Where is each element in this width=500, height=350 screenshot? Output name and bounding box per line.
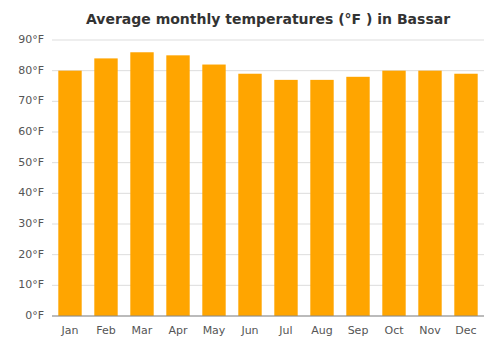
x-tick-label: Jan (61, 324, 79, 337)
y-tick-label: 40°F (18, 186, 44, 199)
chart-container: 0°F 10°F 20°F 30°F 40°F 50°F 60°F 70°F 80°F 90°F J… (0, 0, 500, 350)
bar (130, 52, 153, 316)
bars (58, 52, 477, 316)
bar (382, 71, 405, 316)
x-tick-label: Nov (419, 324, 441, 337)
x-tick-label: Sep (348, 324, 369, 337)
grid-line (52, 40, 484, 41)
x-tick-label: Aug (311, 324, 332, 337)
bar (238, 74, 261, 316)
x-tick-label: Feb (96, 324, 115, 337)
y-tick-label: 30°F (18, 217, 44, 230)
bar (274, 80, 297, 316)
x-axis: Jan Feb Mar Apr May Jun Jul Aug Sep Oct Nov Dec (52, 316, 484, 337)
y-tick-label: 90°F (18, 33, 44, 46)
bar (346, 77, 369, 316)
y-tick-label: 10°F (18, 278, 44, 291)
y-tick-label: 80°F (18, 64, 44, 77)
bar (310, 80, 333, 316)
y-tick-label: 60°F (18, 125, 44, 138)
x-tick-label: Jun (240, 324, 258, 337)
x-axis-line (52, 316, 484, 317)
bar (58, 71, 81, 316)
x-tick-label: Dec (455, 324, 476, 337)
x-tick-label: May (203, 324, 226, 337)
grid-line (52, 316, 484, 317)
x-tick-label: Jul (278, 324, 292, 337)
grid (52, 40, 484, 316)
bar (166, 55, 189, 316)
x-tick-label: Apr (168, 324, 188, 337)
bar (94, 58, 117, 316)
title: Average monthly temperatures (°F ) in Ba… (86, 11, 450, 27)
y-tick-label: 70°F (18, 94, 44, 107)
y-tick-label: 50°F (18, 156, 44, 169)
y-tick-label: 20°F (18, 248, 44, 261)
x-tick-label: Oct (384, 324, 404, 337)
chart: 0°F 10°F 20°F 30°F 40°F 50°F 60°F 70°F 80°F 90°F J… (0, 0, 500, 350)
x-tick-label: Mar (132, 324, 153, 337)
bar (418, 71, 441, 316)
y-tick-label: 0°F (25, 309, 44, 322)
y-axis: 0°F 10°F 20°F 30°F 40°F 50°F 60°F 70°F 80°F 90°F (18, 33, 44, 322)
bar (202, 65, 225, 316)
bar (454, 74, 477, 316)
